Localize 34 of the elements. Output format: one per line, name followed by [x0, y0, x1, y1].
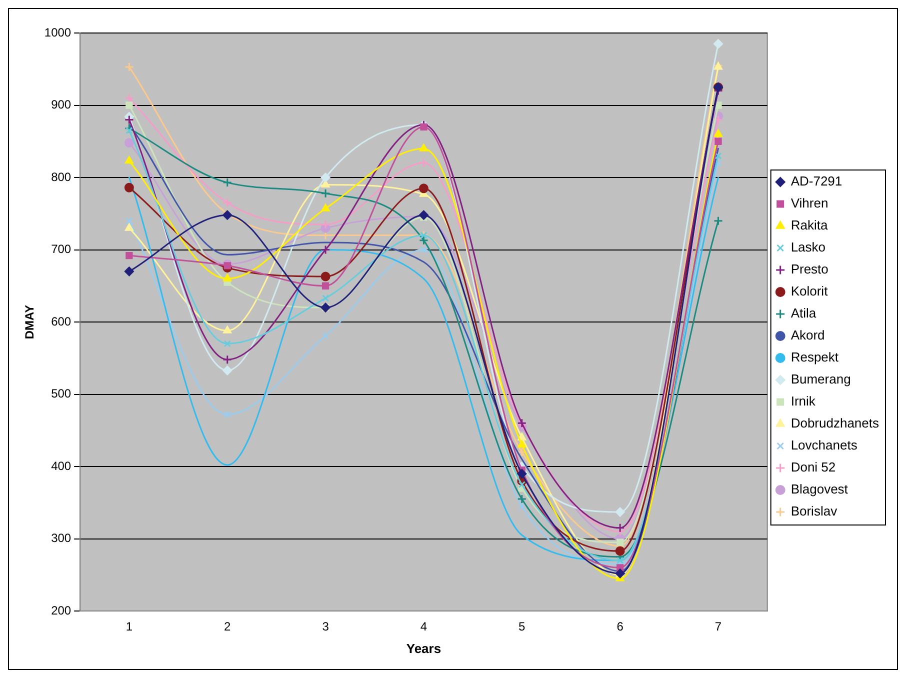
y-tick-label: 800 — [51, 170, 72, 184]
x-tick-label: 6 — [616, 620, 624, 634]
legend-label: Irnik — [790, 394, 816, 409]
x-tick-label: 3 — [322, 620, 330, 634]
legend-label: Kolorit — [790, 284, 828, 299]
x-tick-label: 5 — [518, 620, 526, 634]
legend-label: Atila — [790, 306, 817, 321]
legend-label: Akord — [790, 328, 825, 343]
x-tick-label: 2 — [224, 620, 232, 634]
legend-label: Lasko — [790, 240, 826, 255]
y-tick-label: 300 — [51, 531, 72, 546]
y-tick-label: 400 — [51, 458, 72, 473]
y-tick-label: 500 — [51, 386, 72, 401]
y-axis-title: DMAY — [22, 304, 37, 340]
x-axis-title: Years — [406, 640, 442, 656]
legend-label: Presto — [790, 262, 828, 277]
legend-label: Rakita — [790, 218, 828, 233]
y-tick-label: 1000 — [44, 25, 72, 40]
legend-label: Respekt — [790, 350, 839, 365]
legend-label: Doni 52 — [790, 460, 836, 475]
legend-label: Dobrudzhanets — [790, 416, 880, 431]
legend-label: AD-7291 — [790, 174, 842, 189]
y-tick-label: 900 — [51, 98, 72, 112]
x-tick-label: 1 — [126, 620, 133, 634]
y-tick-label: 200 — [51, 603, 72, 618]
y-tick-label: 700 — [51, 242, 72, 256]
x-tick-label: 4 — [420, 620, 428, 634]
legend-label: Vihren — [790, 196, 828, 211]
legend-label: Borislav — [790, 504, 838, 519]
legend-label: Bumerang — [790, 372, 851, 387]
x-tick-label: 7 — [714, 620, 722, 634]
y-tick-label: 600 — [51, 314, 72, 328]
legend-label: Lovchanets — [790, 438, 858, 453]
legend-label: Blagovest — [790, 482, 848, 497]
